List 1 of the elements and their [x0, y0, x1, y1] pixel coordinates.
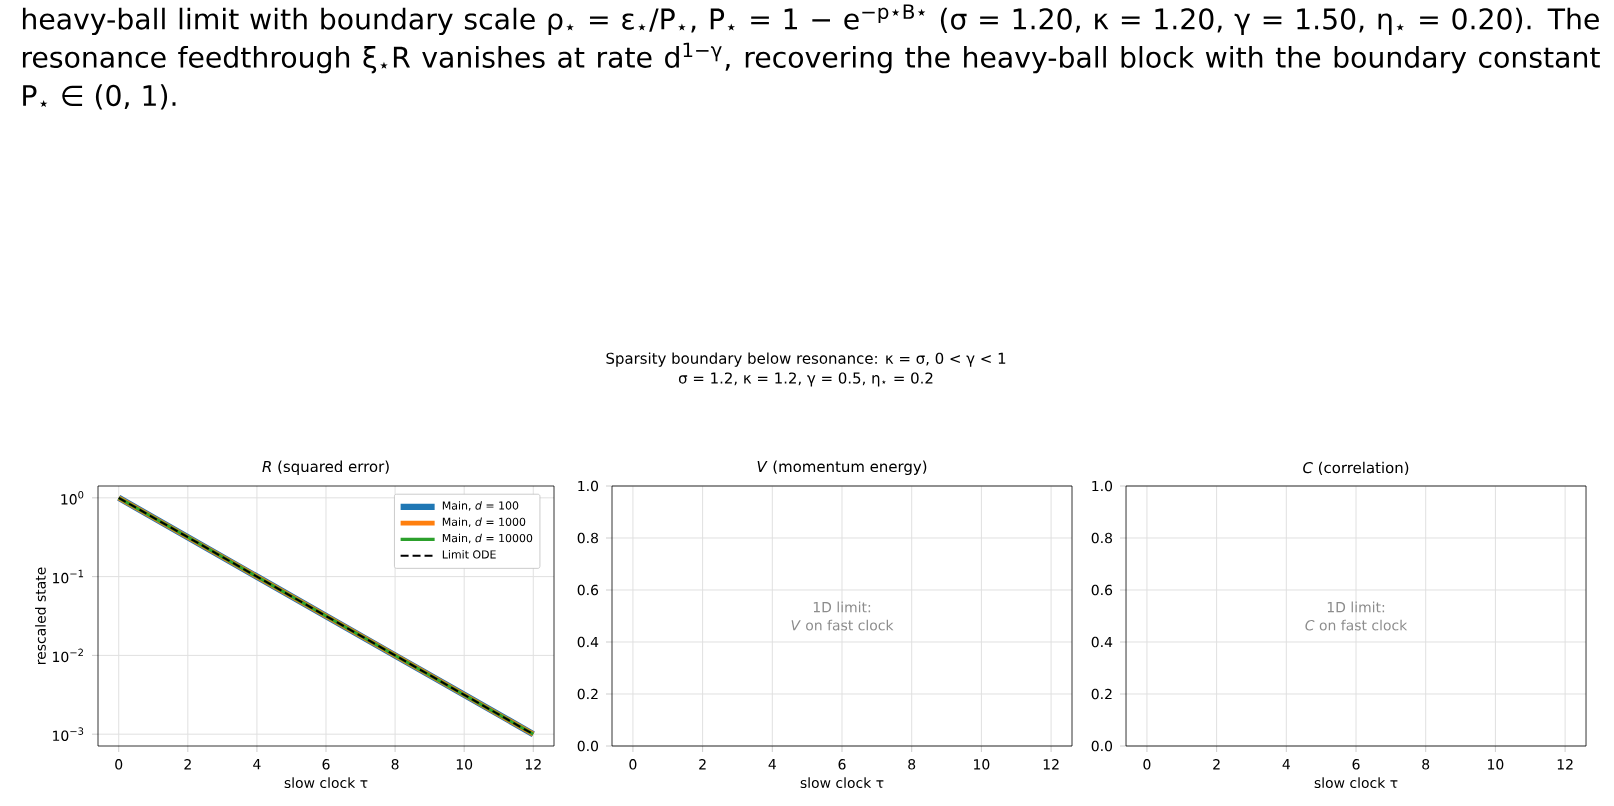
- text: heavy-ball limit with boundary scale ρ$_{⋆}$ = ε$_{⋆}$/P$_{⋆}$, P$_{⋆}$ = 1 − e$^{−p⋆B⋆}$ (σ = 1.20, κ = 1.20, γ = 1.50, η$_{⋆}$ = 0.20). The resonance feedthrough ξ$_{⋆}$R vanishes at rate d$^{1−γ}$, recovering the heavy-ball block with the boundary constant P$_{⋆}$ ∈ (0, 1).: [22, 4, 1600, 110]
